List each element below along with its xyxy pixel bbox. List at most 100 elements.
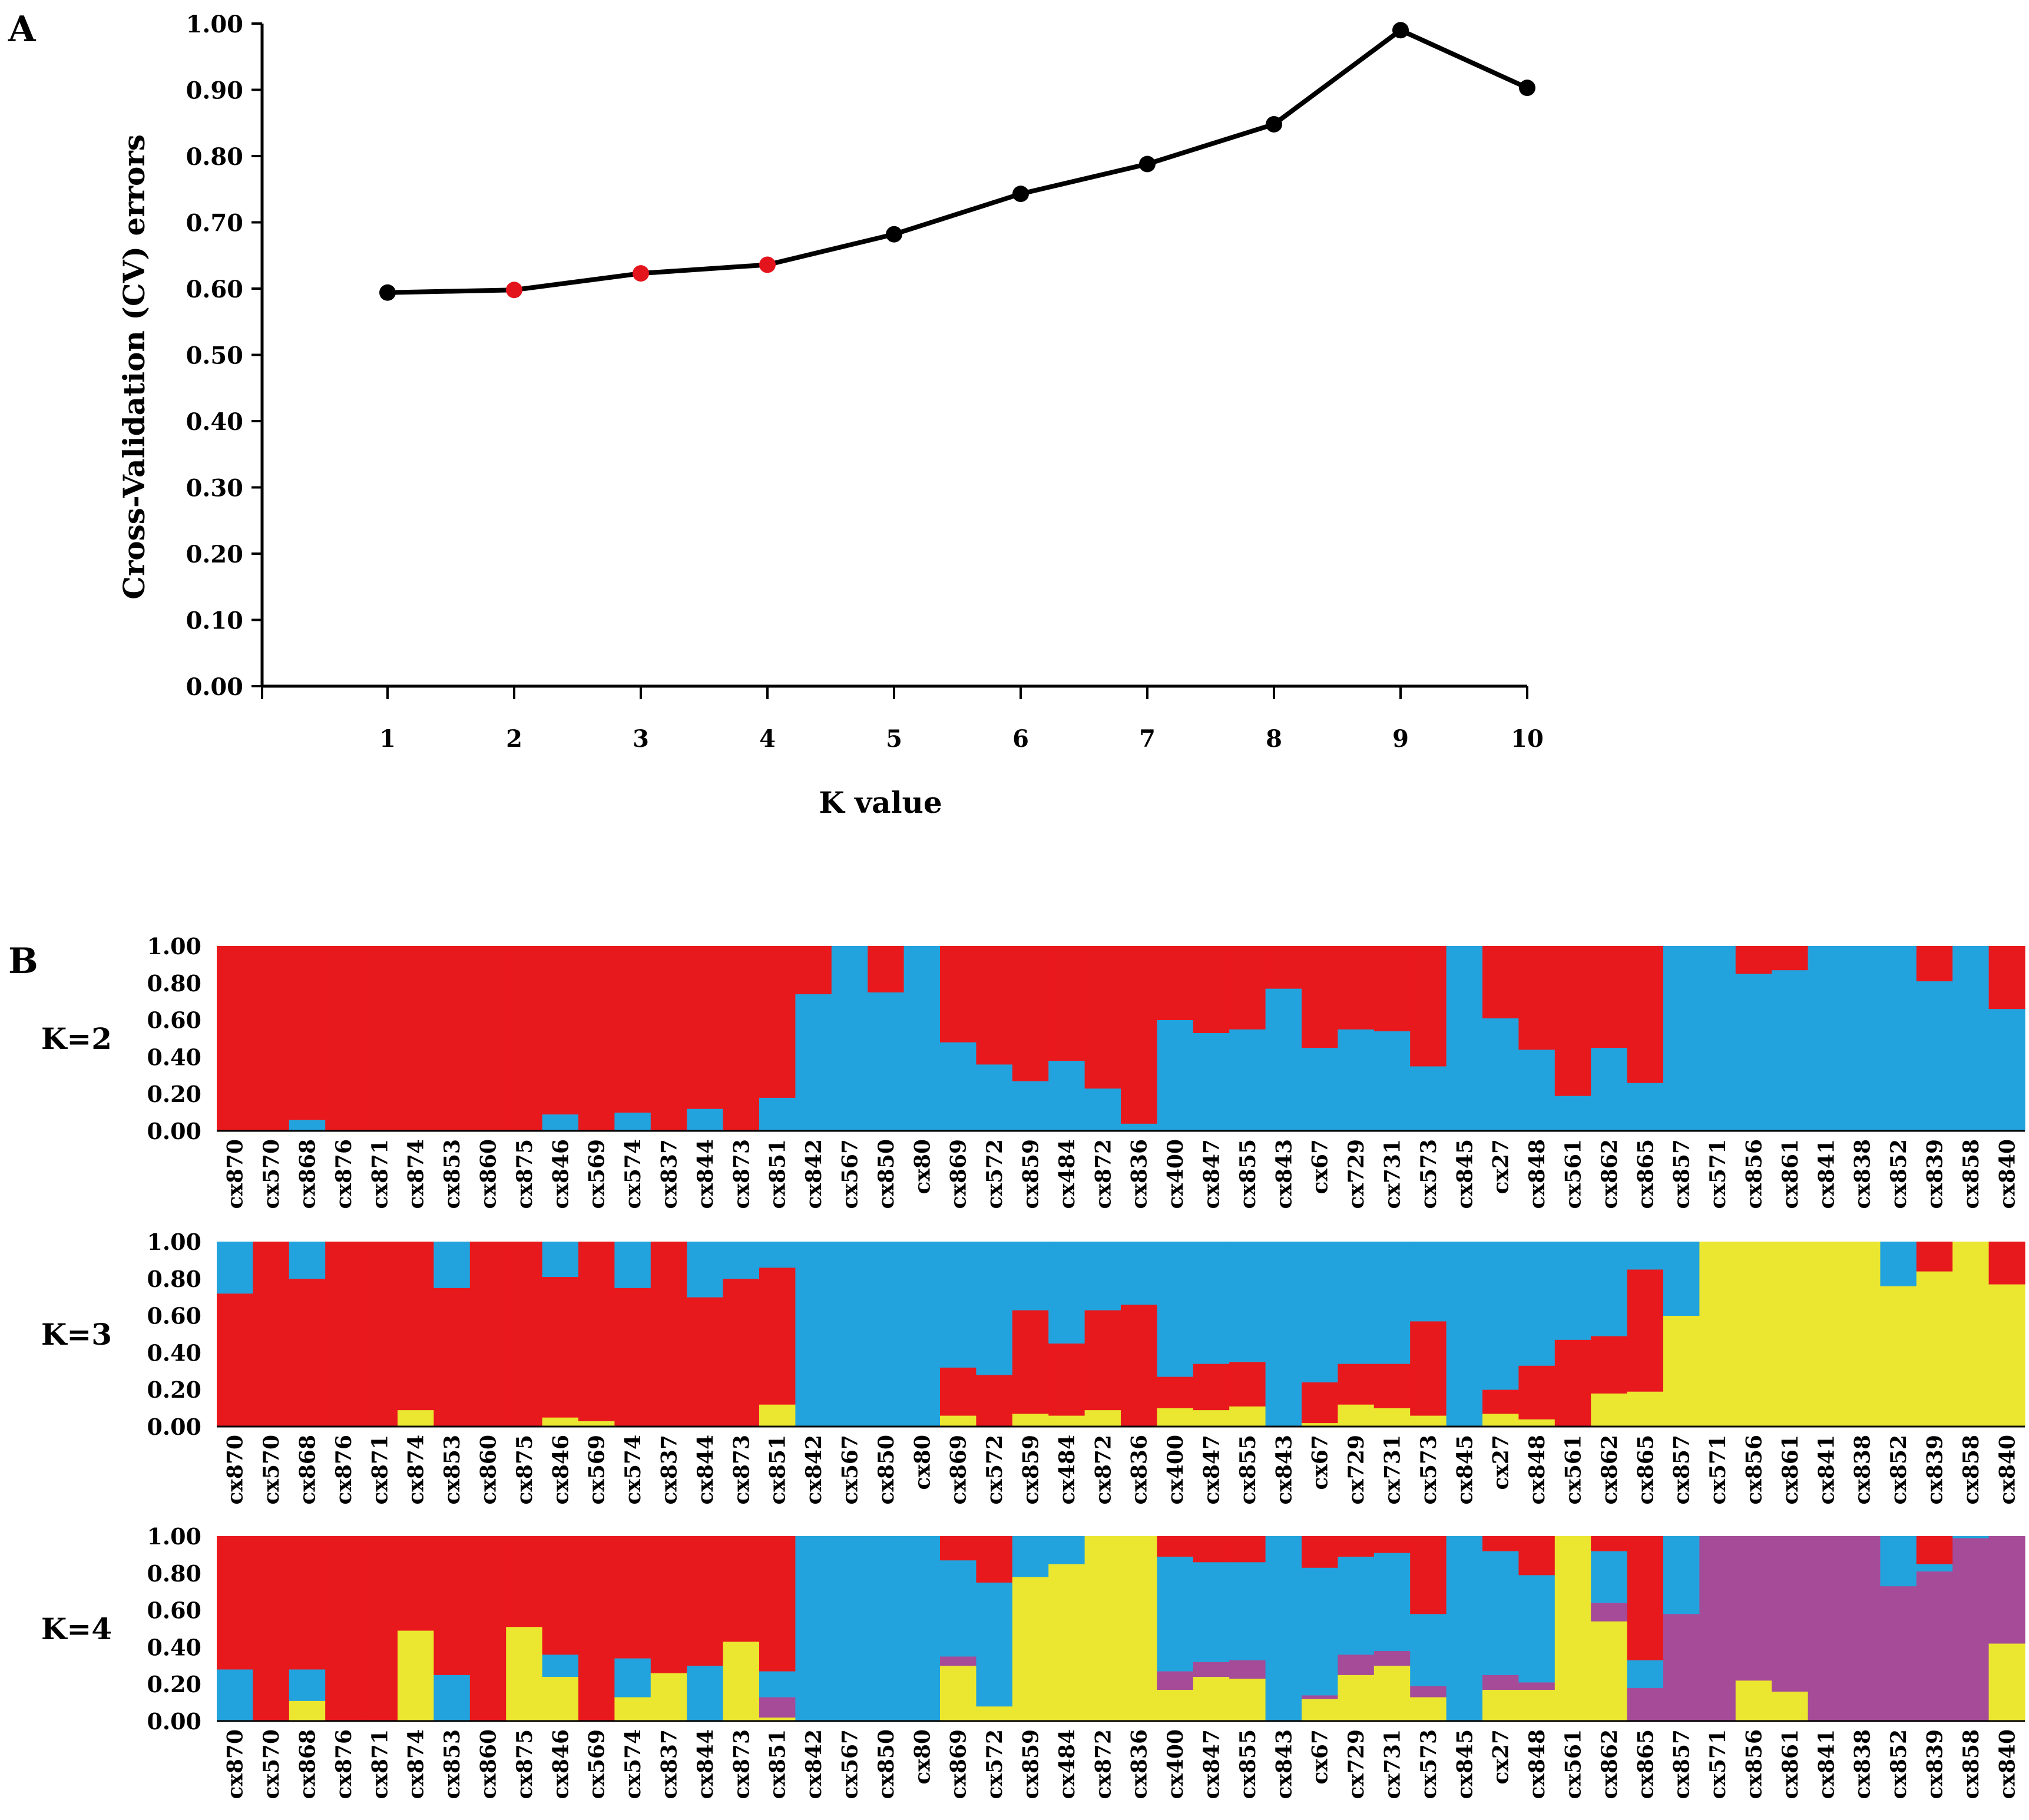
sample-label: cx876 (332, 1435, 356, 1505)
cv-error-point (886, 226, 902, 243)
sample-label: cx27 (1489, 1435, 1514, 1490)
ancestry-bar-segment (1952, 1538, 1990, 1722)
sample-label: cx865 (1633, 1435, 1658, 1505)
ancestry-bar-segment (1627, 1083, 1664, 1131)
ancestry-bar-segment (687, 1242, 724, 1298)
sample-label: cx845 (1452, 1435, 1477, 1505)
sample-label: cx574 (621, 1729, 646, 1799)
sample-label: cx573 (1416, 1435, 1441, 1505)
ancestry-bar-segment (1302, 1422, 1338, 1427)
sample-label: cx850 (874, 1139, 899, 1209)
sample-label: cx857 (1670, 1729, 1694, 1799)
x-tick-label: 6 (1012, 725, 1029, 753)
sample-label: cx845 (1452, 1139, 1477, 1209)
ancestry-bar-segment (1157, 1536, 1194, 1557)
ancestry-bar-segment (650, 1536, 687, 1673)
ancestry-bar-segment (1229, 1678, 1266, 1722)
ancestry-bar-segment (1554, 1339, 1591, 1427)
sample-label: cx844 (693, 1435, 718, 1505)
ancestry-bar-segment (1482, 1551, 1519, 1675)
ancestry-bar-segment (1988, 1536, 2025, 1644)
sample-label: cx875 (512, 1729, 537, 1799)
ancestry-bar-segment (1373, 946, 1411, 1031)
sample-label: cx837 (657, 1139, 682, 1209)
admixture-panel-k2: K=2 0.00 0.20 0.40 0.60 0.80 1.00 cx870 cx570 cx8… (41, 933, 2025, 1209)
sample-label: cx80 (910, 1139, 935, 1194)
sample-label: cx573 (1416, 1729, 1441, 1799)
ancestry-bar-segment (1012, 1577, 1049, 1722)
sample-label: cx574 (621, 1435, 646, 1505)
sample-label: cx67 (1308, 1729, 1333, 1784)
sample-label: cx862 (1597, 1139, 1622, 1209)
ancestry-bar-segment (1988, 1008, 2025, 1131)
ancestry-bar-segment (217, 946, 253, 1131)
sample-label: cx843 (1272, 1435, 1296, 1505)
sample-label: cx869 (946, 1139, 971, 1209)
sample-label: cx571 (1706, 1435, 1730, 1505)
y-tick-label: 0.60 (186, 276, 243, 303)
ancestry-bar-segment (940, 1242, 977, 1368)
ancestry-bar-segment (687, 1297, 724, 1427)
ancestry-bar-segment (1048, 1343, 1085, 1416)
sample-label: cx868 (296, 1729, 320, 1799)
ancestry-bar-segment (1446, 1536, 1483, 1722)
ancestry-bar-segment (1338, 1364, 1375, 1405)
ancestry-bar-segment (1482, 1536, 1519, 1551)
ancestry-bar-segment (1482, 1018, 1519, 1131)
ancestry-bar-segment (1338, 1675, 1375, 1722)
cv-error-point (1266, 116, 1282, 133)
ancestry-bar-segment (289, 1669, 326, 1701)
ancestry-bar-segment (217, 1242, 253, 1294)
ancestry-bar-segment (1373, 1408, 1411, 1427)
k-value-x-axis-label: K value (819, 785, 942, 820)
ancestry-bar-segment (903, 946, 941, 1131)
ancestry-bar-segment (1157, 1689, 1194, 1722)
ancestry-bar-segment (1302, 1047, 1338, 1131)
ancestry-bar-segment (1193, 1536, 1230, 1563)
ancestry-bar-segment (398, 1630, 434, 1722)
ancestry-bar-segment (1229, 1362, 1266, 1407)
ancestry-bar-segment (1048, 1564, 1085, 1722)
ancestry-bar-segment (1121, 1536, 1157, 1722)
sample-label: cx852 (1886, 1729, 1911, 1799)
y-tick-label: 0.80 (147, 1560, 201, 1587)
sample-label: cx861 (1778, 1729, 1803, 1799)
ancestry-bar-segment (1880, 1536, 1917, 1587)
ancestry-bar-segment (1482, 1242, 1519, 1390)
ancestry-bar-segment (940, 1656, 977, 1666)
ancestry-bar-segment (1591, 1393, 1628, 1427)
ancestry-bar-segment (1121, 946, 1157, 1124)
ancestry-bar-segment (1373, 1650, 1411, 1666)
sample-label: cx857 (1670, 1139, 1694, 1209)
ancestry-bar-segment (1048, 946, 1085, 1061)
ancestry-bar-segment (506, 1626, 543, 1722)
sample-label: cx862 (1597, 1729, 1622, 1799)
ancestry-bar-segment (1699, 1536, 1736, 1722)
ancestry-bar-segment (1302, 1536, 1338, 1568)
ancestry-bar-segment (1916, 946, 1953, 982)
ancestry-bar-segment (1048, 1060, 1085, 1131)
ancestry-bar-segment (940, 1665, 977, 1722)
y-tick-label: 0.70 (186, 210, 243, 237)
sample-label: cx862 (1597, 1435, 1622, 1505)
cv-error-point (759, 256, 776, 273)
ancestry-bar-segment (795, 1536, 832, 1722)
y-tick-label: 0.40 (147, 1339, 201, 1366)
ancestry-bar-segment (1554, 1536, 1591, 1722)
ancestry-bar-segment (1193, 1676, 1230, 1722)
sample-label: cx561 (1561, 1435, 1586, 1505)
ancestry-bar-segment (433, 1242, 471, 1288)
sample-label: cx67 (1308, 1435, 1333, 1490)
ancestry-bar-segment (1193, 1242, 1230, 1364)
sample-label: cx860 (476, 1729, 501, 1799)
ancestry-bar-segment (759, 946, 796, 1098)
ancestry-bar-segment (217, 1293, 253, 1427)
ancestry-bar-segment (1338, 1654, 1375, 1675)
ancestry-bar-segment (1012, 946, 1049, 1081)
sample-label: cx846 (548, 1729, 573, 1799)
ancestry-bar-segment (1410, 1697, 1447, 1722)
y-tick-label: 0.20 (147, 1671, 201, 1697)
ancestry-bar-segment (1916, 1271, 1953, 1427)
ancestry-bar-segment (1084, 1088, 1121, 1131)
ancestry-bar-segment (1373, 1242, 1411, 1364)
